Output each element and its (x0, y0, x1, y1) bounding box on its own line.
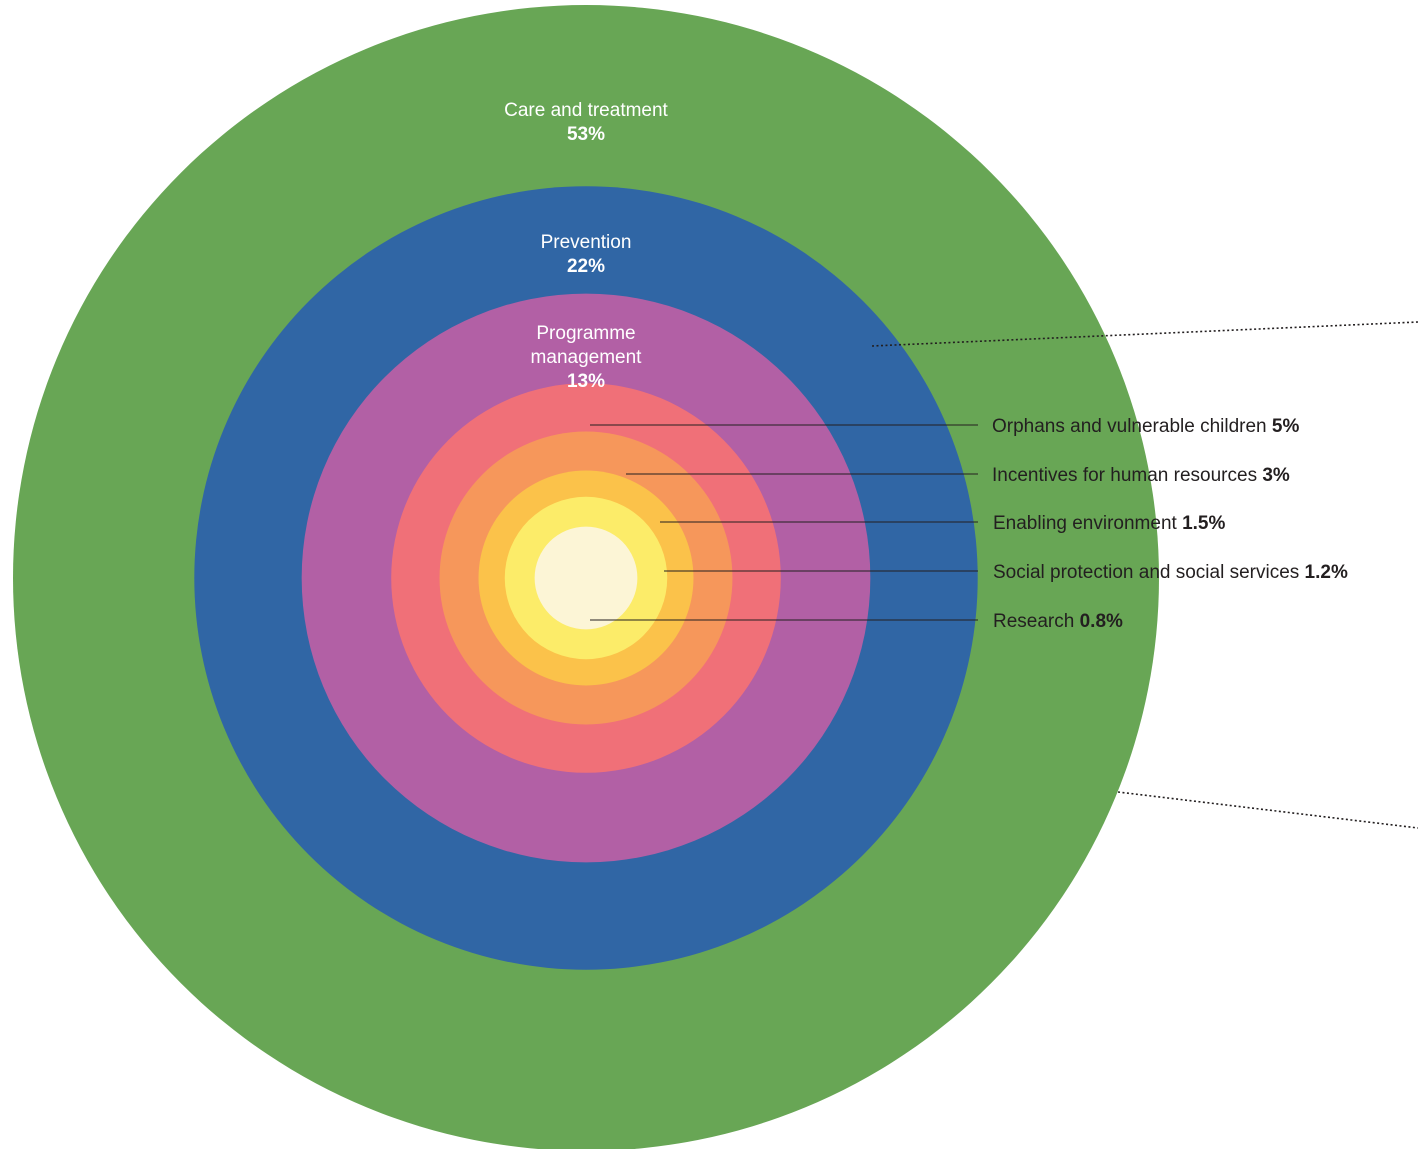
label-care-and-treatment: Care and treatment (504, 100, 668, 121)
value-enabling-environment: 1.5% (1182, 513, 1225, 534)
label-programme-management-line-1: Programme (536, 323, 635, 344)
value-orphans-and-vulnerable-children: 5% (1272, 416, 1300, 437)
label-programme-management-line-2: management (531, 347, 643, 368)
rings-group (13, 5, 1159, 1149)
value-social-protection-and-social-services: 1.2% (1305, 562, 1348, 583)
dotted-connector-line-1 (871, 321, 1418, 347)
callout-orphans-and-vulnerable-children: Orphans and vulnerable children 5% (992, 416, 1299, 437)
value-research: 0.8% (1080, 611, 1123, 632)
value-programme-management: 13% (567, 371, 605, 392)
callout-enabling-environment: Enabling environment 1.5% (993, 513, 1225, 534)
label-prevention: Prevention (541, 232, 632, 253)
callout-social-protection-and-social-services: Social protection and social services 1.… (993, 562, 1348, 583)
dotted-connector-line-2 (1117, 791, 1418, 829)
value-prevention: 22% (567, 256, 605, 277)
ring-research (534, 526, 638, 630)
labels-group: Care and treatment 53% Prevention 22% Progra… (504, 100, 1348, 632)
value-care-and-treatment: 53% (567, 124, 605, 145)
connector-lines (871, 321, 1418, 829)
callout-research: Research 0.8% (993, 611, 1123, 632)
value-incentives-for-human-resources: 3% (1262, 465, 1290, 486)
callout-incentives-for-human-resources: Incentives for human resources 3% (992, 465, 1290, 486)
